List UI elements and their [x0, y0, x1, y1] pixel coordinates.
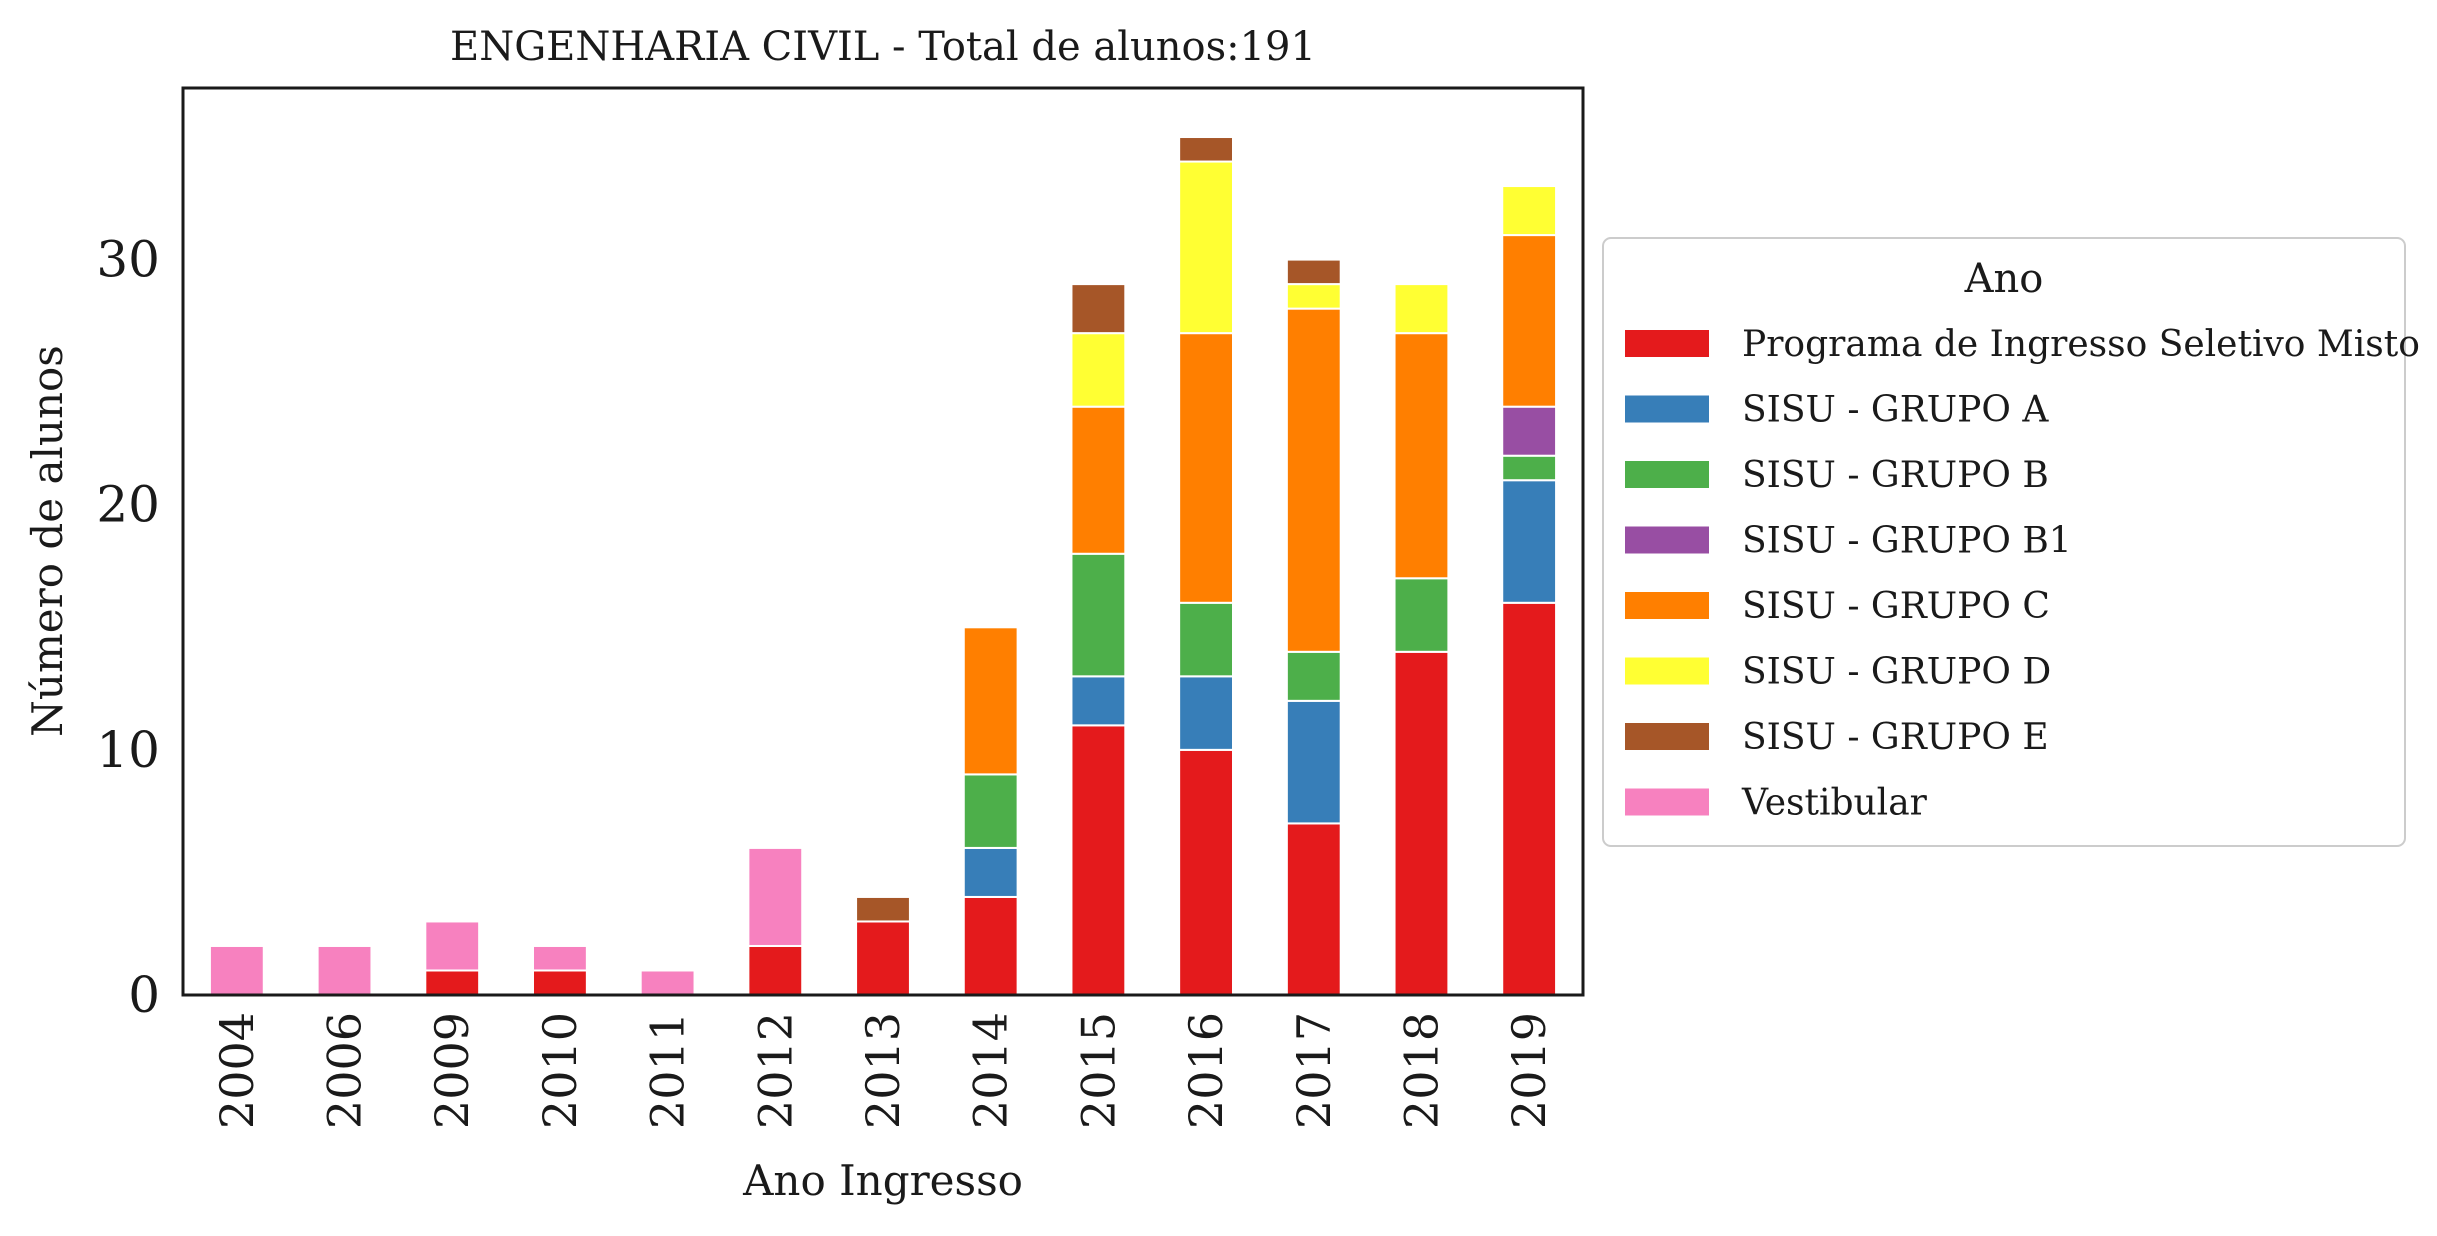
x-axis-label: Ano Ingresso: [742, 1156, 1023, 1205]
bar-2019-sisu-grupo-b1: [1501, 405, 1558, 457]
bar-2015-sisu-grupo-d: [1070, 332, 1127, 408]
y-tick-label-20: 20: [96, 476, 160, 534]
bar-2019-sisu-grupo-b: [1501, 454, 1558, 482]
bar-2015-sisu-grupo-b: [1070, 552, 1127, 678]
x-tick-label-2018: 2018: [1394, 1012, 1448, 1129]
bar-2016-sisu-grupo-e: [1178, 136, 1235, 163]
y-tick-labels: 0 10 20 30: [96, 231, 160, 1024]
x-tick-label-2010: 2010: [533, 1012, 587, 1129]
legend-swatch-sisu-grupo-b: [1625, 461, 1709, 488]
bar-2010-vestibular: [532, 944, 588, 972]
bar-2017-sisu-grupo-e: [1285, 258, 1342, 286]
bar-2013-programa-de-ingresso-seletivo-misto: [855, 920, 911, 997]
legend-label-vestibular: Vestibular: [1741, 783, 1928, 824]
legend-label-sisu-grupo-b: SISU - GRUPO B: [1742, 455, 2049, 496]
legend-swatch-vestibular: [1625, 788, 1709, 816]
y-tick-label-10: 10: [96, 721, 160, 779]
x-tick-label-2011: 2011: [641, 1012, 695, 1129]
bar-2017-sisu-grupo-d: [1285, 283, 1342, 310]
bar-2016-sisu-grupo-a: [1178, 675, 1235, 751]
bar-2013-sisu-grupo-e: [855, 895, 911, 923]
legend: Ano Programa de Ingresso Seletivo Misto S…: [1602, 237, 2420, 847]
x-tick-label-2013: 2013: [856, 1012, 910, 1129]
legend-swatch-sisu-grupo-d: [1625, 657, 1709, 685]
bar-2011-vestibular: [639, 969, 696, 996]
bar-2016-programa-de-ingresso-seletivo-misto: [1178, 748, 1235, 996]
bar-2017-sisu-grupo-a: [1285, 699, 1342, 825]
bar-2017-sisu-grupo-c: [1285, 307, 1342, 653]
legend-swatch-sisu-grupo-a: [1625, 395, 1709, 423]
bar-2016-sisu-grupo-d: [1178, 160, 1235, 335]
legend-swatch-sisu-grupo-b1: [1625, 526, 1709, 554]
x-tick-label-2012: 2012: [748, 1012, 802, 1129]
bar-2016-sisu-grupo-b: [1178, 601, 1235, 678]
x-tick-label-2014: 2014: [964, 1012, 1018, 1129]
bar-2018-sisu-grupo-d: [1393, 283, 1450, 335]
x-tick-label-2019: 2019: [1502, 1012, 1556, 1129]
legend-swatch-programa-de-ingresso-seletivo-misto: [1625, 330, 1709, 357]
bars-layer: [208, 136, 1558, 997]
x-tick-labels: 2004 2006 2009 2010 2011 2012 2013 2014 2015 2016…: [210, 1012, 1556, 1129]
legend-label-sisu-grupo-e: SISU - GRUPO E: [1742, 717, 2049, 758]
bar-2015-programa-de-ingresso-seletivo-misto: [1070, 724, 1127, 996]
legend-items: Programa de Ingresso Seletivo Misto SISU …: [1625, 324, 2420, 824]
bar-2012-programa-de-ingresso-seletivo-misto: [747, 944, 804, 996]
bar-2017-sisu-grupo-b: [1285, 650, 1342, 702]
bar-2018-sisu-grupo-c: [1393, 332, 1450, 580]
bar-2009-vestibular: [424, 920, 481, 972]
bar-2019-programa-de-ingresso-seletivo-misto: [1501, 601, 1558, 997]
y-tick-label-30: 30: [96, 231, 160, 289]
bar-2018-sisu-grupo-b: [1393, 577, 1450, 653]
x-tick-label-2006: 2006: [318, 1012, 372, 1129]
plot-frame: [181, 86, 1585, 997]
x-tick-label-2015: 2015: [1071, 1012, 1125, 1129]
legend-label-sisu-grupo-c: SISU - GRUPO C: [1742, 586, 2050, 627]
bar-2004-vestibular: [208, 944, 265, 996]
bar-2014-sisu-grupo-c: [962, 626, 1019, 776]
bar-2017-programa-de-ingresso-seletivo-misto: [1285, 822, 1342, 996]
bar-2010-programa-de-ingresso-seletivo-misto: [532, 969, 588, 996]
legend-swatch-sisu-grupo-c: [1625, 592, 1709, 619]
x-tick-label-2017: 2017: [1287, 1012, 1341, 1129]
bar-2016-sisu-grupo-c: [1178, 332, 1235, 604]
legend-label-programa-de-ingresso-seletivo-misto: Programa de Ingresso Seletivo Misto: [1742, 324, 2420, 365]
chart-title: ENGENHARIA CIVIL - Total de alunos:191: [450, 24, 1316, 70]
legend-label-sisu-grupo-d: SISU - GRUPO D: [1742, 652, 2051, 693]
bar-2015-sisu-grupo-e: [1070, 283, 1127, 335]
x-tick-label-2009: 2009: [425, 1012, 479, 1129]
bar-2019-sisu-grupo-d: [1501, 185, 1558, 237]
bar-2019-sisu-grupo-c: [1501, 234, 1558, 408]
legend-label-sisu-grupo-a: SISU - GRUPO A: [1742, 390, 2049, 431]
bar-2018-programa-de-ingresso-seletivo-misto: [1393, 650, 1450, 996]
bar-2014-sisu-grupo-b: [962, 773, 1019, 849]
legend-title: Ano: [1964, 256, 2044, 302]
bar-2015-sisu-grupo-a: [1070, 675, 1127, 727]
bar-2014-programa-de-ingresso-seletivo-misto: [962, 895, 1019, 997]
y-axis-label: Número de alunos: [23, 345, 72, 737]
bar-2012-vestibular: [747, 846, 804, 947]
bar-2009-programa-de-ingresso-seletivo-misto: [424, 969, 481, 996]
y-tick-label-0: 0: [128, 966, 160, 1024]
bar-2015-sisu-grupo-c: [1070, 405, 1127, 555]
bar-2006-vestibular: [316, 944, 373, 996]
bar-2019-sisu-grupo-a: [1501, 479, 1558, 604]
x-tick-label-2016: 2016: [1179, 1012, 1233, 1129]
bar-2014-sisu-grupo-a: [962, 846, 1019, 898]
legend-label-sisu-grupo-b1: SISU - GRUPO B1: [1742, 521, 2072, 562]
x-tick-label-2004: 2004: [210, 1012, 264, 1129]
legend-swatch-sisu-grupo-e: [1625, 723, 1709, 750]
legend-box: [1602, 237, 2406, 847]
